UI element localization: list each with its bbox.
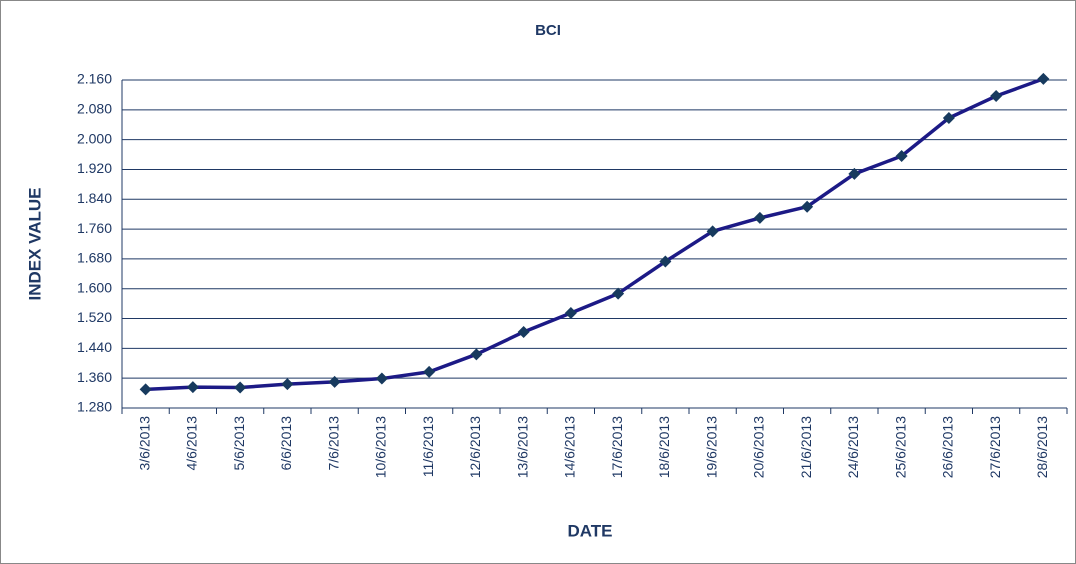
data-point: [612, 287, 625, 300]
y-tick-label: 1.600: [77, 279, 112, 295]
data-point: [1037, 72, 1050, 85]
x-tick-label: 7/6/2013: [325, 416, 341, 471]
data-point: [564, 306, 577, 319]
y-tick-label: 1.920: [77, 160, 112, 176]
x-tick-label: 28/6/2013: [1034, 416, 1050, 478]
x-tick-label: 17/6/2013: [609, 416, 625, 478]
x-tick-label: 5/6/2013: [231, 416, 247, 471]
x-tick-label: 3/6/2013: [136, 416, 152, 471]
y-tick-label: 2.160: [77, 71, 112, 87]
data-point: [942, 112, 955, 125]
data-point: [753, 211, 766, 224]
y-tick-label: 1.520: [77, 309, 112, 325]
chart-title: BCI: [535, 22, 561, 39]
data-point: [517, 325, 530, 338]
data-point: [470, 348, 483, 361]
y-tick-label: 1.840: [77, 190, 112, 206]
x-tick-label: 12/6/2013: [467, 416, 483, 478]
y-tick-label: 1.760: [77, 220, 112, 236]
x-tick-label: 6/6/2013: [278, 416, 294, 471]
y-tick-label: 2.000: [77, 130, 112, 146]
y-axis-title: INDEX VALUE: [25, 187, 44, 300]
y-tick-label: 1.280: [77, 399, 112, 415]
x-tick-label: 18/6/2013: [656, 416, 672, 478]
data-point: [848, 167, 861, 180]
data-point: [139, 383, 152, 396]
data-point: [659, 255, 672, 268]
x-tick-label: 4/6/2013: [184, 416, 200, 471]
y-tick-label: 1.360: [77, 369, 112, 385]
x-tick-label: 21/6/2013: [798, 416, 814, 478]
data-point: [895, 150, 908, 163]
x-tick-label: 27/6/2013: [987, 416, 1003, 478]
data-line: [145, 77, 1044, 392]
x-axis-title: DATE: [567, 521, 612, 540]
data-point: [234, 381, 247, 394]
x-tick-label: 20/6/2013: [751, 416, 767, 478]
data-point: [328, 375, 341, 388]
data-point: [281, 378, 294, 391]
y-tick-label: 1.440: [77, 339, 112, 355]
y-tick-label: 1.680: [77, 250, 112, 266]
y-tick-label: 2.080: [77, 101, 112, 117]
x-tick-label: 26/6/2013: [940, 416, 956, 478]
x-tick-label: 11/6/2013: [420, 416, 436, 477]
data-point: [186, 381, 199, 394]
data-point: [423, 365, 436, 378]
x-tick-label: 25/6/2013: [892, 416, 908, 478]
x-tick-label: 19/6/2013: [703, 416, 719, 478]
x-tick-label: 13/6/2013: [514, 416, 530, 478]
x-tick-label: 14/6/2013: [562, 416, 578, 478]
data-point: [375, 372, 388, 385]
x-tick-label: 24/6/2013: [845, 416, 861, 478]
data-point: [706, 225, 719, 238]
x-tick-label: 10/6/2013: [373, 416, 389, 478]
data-point: [801, 200, 814, 213]
data-point: [990, 90, 1003, 103]
